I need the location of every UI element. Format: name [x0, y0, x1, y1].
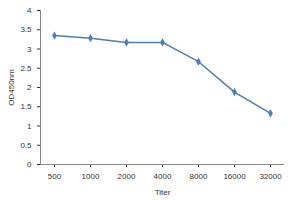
svg-text:1: 1	[27, 122, 32, 131]
svg-text:0.5: 0.5	[20, 141, 32, 150]
svg-text:OD450nm: OD450nm	[7, 69, 16, 106]
svg-text:8000: 8000	[190, 172, 208, 181]
svg-text:1000: 1000	[82, 172, 100, 181]
svg-text:2.5: 2.5	[20, 64, 32, 73]
svg-text:16000: 16000	[223, 172, 246, 181]
svg-text:2000: 2000	[118, 172, 136, 181]
svg-text:Titer: Titer	[155, 188, 171, 197]
svg-text:4000: 4000	[154, 172, 172, 181]
svg-text:3.5: 3.5	[20, 25, 32, 34]
svg-text:32000: 32000	[259, 172, 282, 181]
svg-text:2: 2	[27, 83, 32, 92]
svg-text:0: 0	[27, 160, 32, 169]
svg-text:3: 3	[27, 45, 32, 54]
svg-text:1.5: 1.5	[20, 102, 32, 111]
svg-text:4: 4	[27, 6, 32, 15]
svg-text:500: 500	[48, 172, 62, 181]
